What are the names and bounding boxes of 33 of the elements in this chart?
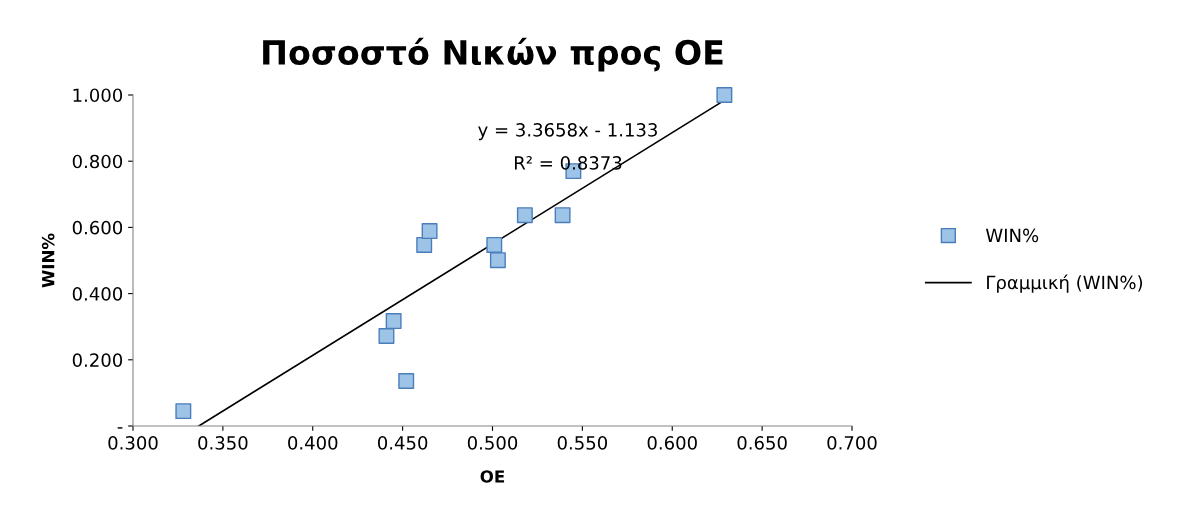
x-tick-label: 0.700 <box>827 436 877 450</box>
x-axis-title: OE <box>480 470 505 483</box>
point <box>385 313 402 330</box>
point <box>554 207 571 224</box>
point <box>398 373 415 389</box>
annotation: y = 3.3658x - 1.133 <box>478 122 657 141</box>
legend-label: Γραμμική (WIN%) <box>987 274 1143 293</box>
x-tick-label: 0.450 <box>377 436 428 450</box>
y-tick-label: 0.600 <box>72 220 123 235</box>
y-tick-label: 0.200 <box>72 353 123 367</box>
point <box>421 223 438 240</box>
annotation: R² = 0.8373 <box>514 156 622 170</box>
x-tick-label: 0.600 <box>647 436 697 450</box>
point <box>716 87 733 103</box>
x-tick-label: 0.300 <box>108 436 158 450</box>
point <box>516 207 533 224</box>
point <box>175 403 192 420</box>
x-tick-label: 0.550 <box>557 436 608 450</box>
point <box>416 236 433 253</box>
y-tick-label: 0.400 <box>72 287 123 301</box>
point <box>486 236 503 253</box>
y-tick-label: 0.800 <box>72 154 123 169</box>
y-tick-label: - <box>117 427 123 429</box>
x-tick-label: 0.650 <box>737 436 787 450</box>
x-tick-label: 0.350 <box>198 436 248 450</box>
y-tick-label: 1.000 <box>73 88 123 103</box>
y-axis-title: WIN% <box>41 233 55 288</box>
x-tick-label: 0.500 <box>467 436 518 450</box>
legend-label: WIN% <box>985 228 1039 243</box>
point <box>378 327 395 344</box>
chart-title: Ποσοστό Νικών προς ΟΕ <box>263 37 723 72</box>
point <box>489 252 506 269</box>
x-tick-label: 0.400 <box>288 436 338 450</box>
